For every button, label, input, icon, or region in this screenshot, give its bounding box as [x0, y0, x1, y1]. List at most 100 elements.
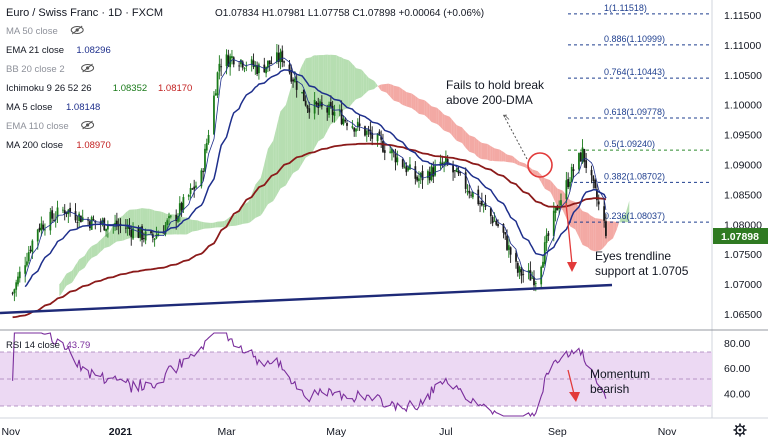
- candle: [258, 62, 260, 80]
- candle: [238, 61, 241, 72]
- candle: [518, 265, 521, 280]
- cloud-segment: [255, 177, 261, 218]
- cloud-segment: [341, 57, 344, 113]
- cloud-segment: [501, 150, 504, 162]
- candle: [105, 228, 107, 237]
- eye-crossed-icon[interactable]: [81, 120, 95, 130]
- price-tick-label: 1.11000: [724, 40, 761, 52]
- candle: [144, 228, 147, 245]
- cloud-segment: [399, 86, 401, 104]
- cloud-segment: [487, 143, 490, 161]
- candle: [452, 160, 454, 181]
- candle: [99, 218, 102, 233]
- candle: [74, 203, 77, 223]
- candle: [302, 89, 305, 102]
- candle: [565, 171, 568, 208]
- fib-level-label: 0.236(1.08037): [604, 211, 665, 221]
- cloud-segment: [614, 221, 617, 234]
- cloud-segment: [476, 138, 479, 158]
- cloud-segment: [474, 137, 477, 156]
- candle: [572, 164, 575, 179]
- candle: [416, 175, 419, 183]
- legend-row[interactable]: BB 20 close 2: [6, 63, 95, 75]
- candle: [554, 206, 557, 222]
- symbol-title[interactable]: Euro / Swiss Franc · 1D · FXCM: [6, 7, 163, 19]
- cloud-segment: [300, 65, 303, 167]
- legend-row[interactable]: MA 5 close 1.08148: [6, 102, 100, 113]
- candle: [590, 165, 593, 184]
- fib-level-label: 0.886(1.10999): [604, 34, 665, 44]
- candle: [214, 89, 217, 96]
- cloud-segment: [542, 176, 545, 189]
- candle: [547, 230, 550, 242]
- cloud-segment: [436, 107, 439, 126]
- eye-crossed-icon[interactable]: [81, 63, 95, 73]
- time-axis[interactable]: Nov 2021 Mar May Jul Sep Nov: [1, 426, 677, 438]
- candle: [180, 201, 183, 217]
- cloud-segment: [235, 212, 238, 226]
- gear-icon[interactable]: [733, 423, 747, 437]
- candle: [333, 104, 336, 123]
- indicator-legend[interactable]: MA 50 close EMA 21 close 1.08296 BB 20 clos…: [6, 25, 192, 151]
- legend-row-label: Ichimoku 9 26 52 26: [6, 83, 92, 94]
- cloud-segment: [375, 82, 378, 88]
- legend-row-label: EMA 110 close: [6, 121, 69, 132]
- candle: [421, 165, 424, 189]
- candle: [283, 60, 285, 67]
- price-axis[interactable]: 1.11500 1.11000 1.10500 1.10000 1.09500 1.090…: [724, 10, 762, 321]
- legend-row[interactable]: EMA 110 close: [6, 120, 95, 132]
- candle: [358, 115, 361, 131]
- candle: [191, 187, 194, 190]
- cloud-segment: [451, 118, 454, 137]
- cloud-segment: [203, 221, 205, 229]
- cloud-segment: [415, 95, 418, 113]
- cloud-segment: [400, 88, 403, 105]
- candle: [489, 207, 492, 225]
- cloud-segment: [577, 204, 579, 237]
- rsi-legend[interactable]: RSI 14 close 43.79: [6, 340, 90, 351]
- cloud-segment: [199, 221, 202, 230]
- candle: [308, 101, 311, 119]
- rsi-axis[interactable]: 80.00 60.00 40.00: [724, 338, 750, 400]
- candle: [256, 61, 259, 77]
- cloud-segment: [343, 58, 349, 111]
- cloud-segment: [192, 219, 198, 232]
- cloud-segment: [411, 93, 414, 110]
- cloud-segment: [73, 264, 76, 281]
- candle: [27, 246, 30, 264]
- cloud-segment: [406, 91, 412, 109]
- cloud-segment: [381, 83, 387, 93]
- legend-row[interactable]: Ichimoku 9 26 52 26 1.08352 1.08170: [6, 83, 192, 94]
- candle: [164, 221, 167, 237]
- eye-crossed-icon[interactable]: [70, 25, 84, 35]
- legend-row[interactable]: MA 200 close 1.08970: [6, 140, 111, 151]
- cloud-segment: [620, 213, 626, 223]
- candle: [353, 127, 356, 137]
- legend-row[interactable]: EMA 21 close 1.08296: [6, 45, 111, 56]
- cloud-segment: [366, 75, 369, 93]
- candle: [471, 191, 474, 200]
- candle: [355, 127, 357, 137]
- cloud-segment: [240, 205, 243, 225]
- candle: [545, 228, 548, 252]
- candle: [497, 219, 499, 228]
- time-tick-label: Nov: [1, 426, 20, 438]
- cloud-segment: [152, 209, 155, 236]
- cloud-segment: [595, 218, 601, 252]
- candle: [579, 151, 582, 162]
- candle: [189, 183, 192, 199]
- cloud-segment: [149, 208, 152, 236]
- cloud-segment: [431, 106, 437, 125]
- cloud-segment: [190, 219, 193, 233]
- fibonacci-levels: 1(1.11518) 0.886(1.10999) 0.764(1.10443) 0.…: [568, 3, 712, 223]
- price-tick-label: 1.06500: [724, 309, 762, 321]
- candle: [578, 152, 580, 174]
- cloud-segment: [104, 231, 110, 249]
- candle: [81, 209, 84, 222]
- candle: [567, 172, 570, 190]
- annotation-pointer: [502, 113, 528, 160]
- cloud-segment: [393, 85, 400, 103]
- legend-row[interactable]: MA 50 close: [6, 25, 84, 37]
- trendline-support[interactable]: [0, 283, 613, 315]
- candle: [252, 53, 255, 70]
